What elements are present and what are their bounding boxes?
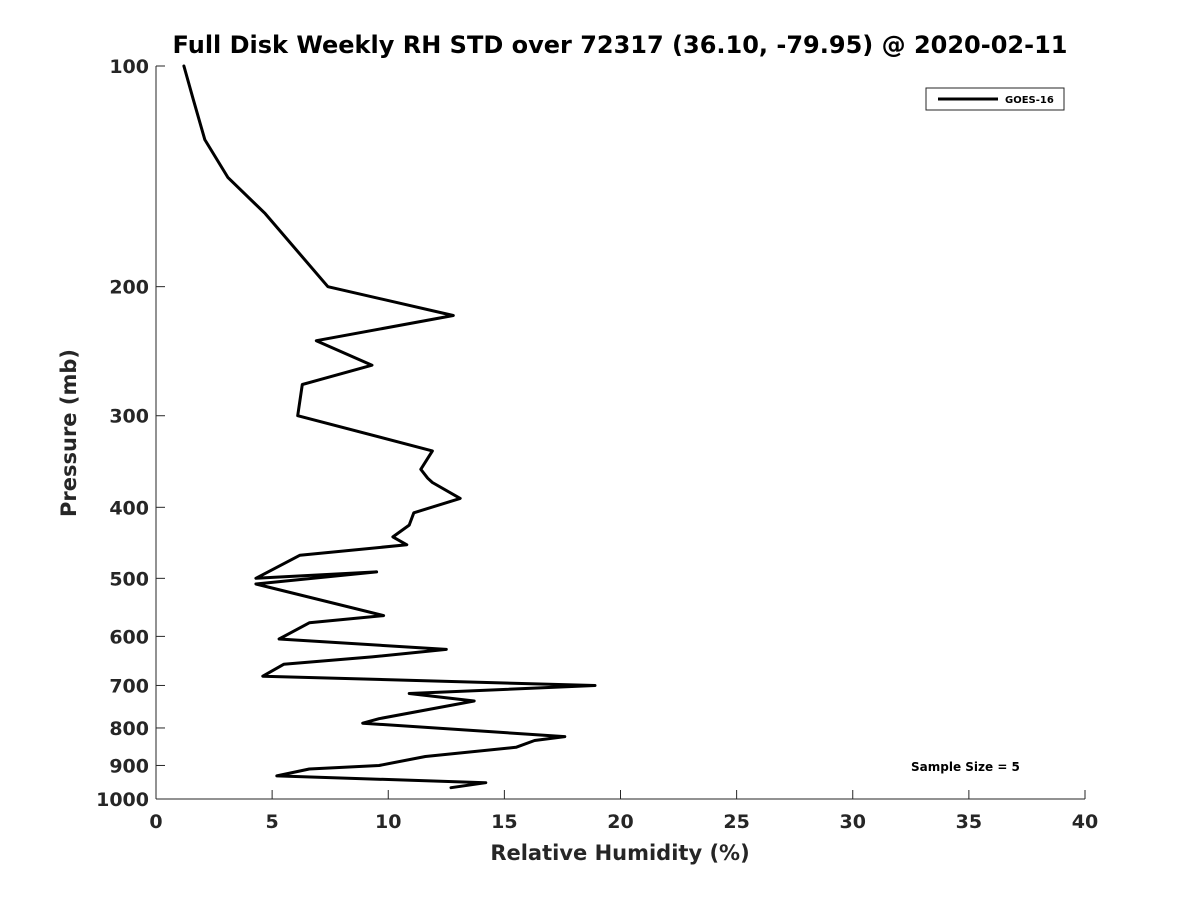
x-tick-label-5: 5 <box>266 811 279 833</box>
x-tick-label-30: 30 <box>840 811 866 833</box>
legend-label-goes-16: GOES-16 <box>1005 95 1054 106</box>
y-tick-label-1000: 1000 <box>96 789 149 811</box>
y-tick-label-400: 400 <box>109 497 149 519</box>
y-tick-label-500: 500 <box>109 568 149 590</box>
x-tick-label-10: 10 <box>375 811 401 833</box>
y-tick-label-600: 600 <box>109 626 149 648</box>
y-tick-label-800: 800 <box>109 718 149 740</box>
x-tick-label-35: 35 <box>956 811 982 833</box>
y-tick-label-300: 300 <box>109 406 149 428</box>
y-tick-label-900: 900 <box>109 755 149 777</box>
x-axis-label: Relative Humidity (%) <box>490 841 749 865</box>
y-tick-label-200: 200 <box>109 277 149 299</box>
legend: GOES-16 <box>925 87 1065 111</box>
y-tick-label-700: 700 <box>109 675 149 697</box>
axes: 0 5 10 15 20 25 30 35 40 100 200 300 400 500 600 700 80… <box>96 56 1098 833</box>
chart-title: Full Disk Weekly RH STD over 72317 (36.1… <box>173 31 1068 59</box>
x-tick-label-0: 0 <box>149 811 162 833</box>
sample-size-annotation: Sample Size = 5 <box>911 760 1020 774</box>
x-tick-label-25: 25 <box>723 811 749 833</box>
x-tick-label-20: 20 <box>607 811 633 833</box>
x-tick-label-40: 40 <box>1072 811 1098 833</box>
y-axis-label: Pressure (mb) <box>57 349 81 517</box>
y-tick-label-100: 100 <box>109 56 149 78</box>
y-ticks: 100 200 300 400 500 600 700 800 900 1000 <box>96 56 165 811</box>
x-ticks: 0 5 10 15 20 25 30 35 40 <box>149 790 1098 833</box>
series-layer <box>182 64 597 790</box>
series-line-goes-16 <box>182 64 597 790</box>
plot-area <box>156 66 1085 799</box>
x-tick-label-15: 15 <box>491 811 517 833</box>
